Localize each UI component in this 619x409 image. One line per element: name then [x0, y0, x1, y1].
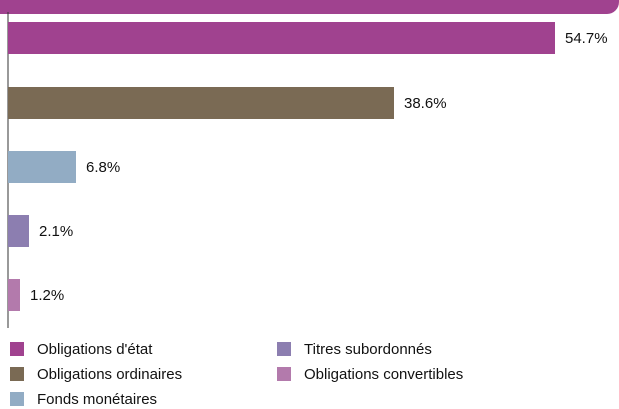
bar-value-label: 6.8% [86, 159, 120, 176]
bar-chart: 54.7% 38.6% 6.8% 2.1% 1.2% [7, 12, 608, 328]
legend-item-fonds-monetaires: Fonds monétaires [10, 389, 157, 409]
bar-value-label: 2.1% [39, 223, 73, 240]
bar [8, 151, 76, 183]
legend-label: Titres subordonnés [304, 340, 432, 358]
legend-swatch [10, 392, 24, 406]
legend-label: Obligations ordinaires [37, 365, 183, 383]
legend-swatch [10, 342, 24, 356]
bar [8, 22, 555, 54]
bar [8, 215, 29, 247]
legend-item-titres-subordonnes: Titres subordonnés [277, 339, 432, 359]
bar-value-label: 54.7% [565, 30, 608, 47]
legend-item-obligations-etat: Obligations d'état [10, 339, 152, 359]
legend-label: Obligations d'état [37, 340, 153, 358]
bar-value-label: 1.2% [30, 287, 64, 304]
bar-value-label: 38.6% [404, 95, 447, 112]
bar [8, 87, 394, 119]
header-bar [0, 0, 619, 14]
legend-item-obligations-convertibles: Obligations convertibles [277, 364, 463, 384]
legend-swatch [10, 367, 24, 381]
legend-item-obligations-ordinaires: Obligations ordinaires [10, 364, 182, 384]
legend-swatch [277, 367, 291, 381]
legend-label: Fonds monétaires [37, 390, 158, 408]
legend-swatch [277, 342, 291, 356]
bar [8, 279, 20, 311]
legend-label: Obligations convertibles [304, 365, 464, 383]
